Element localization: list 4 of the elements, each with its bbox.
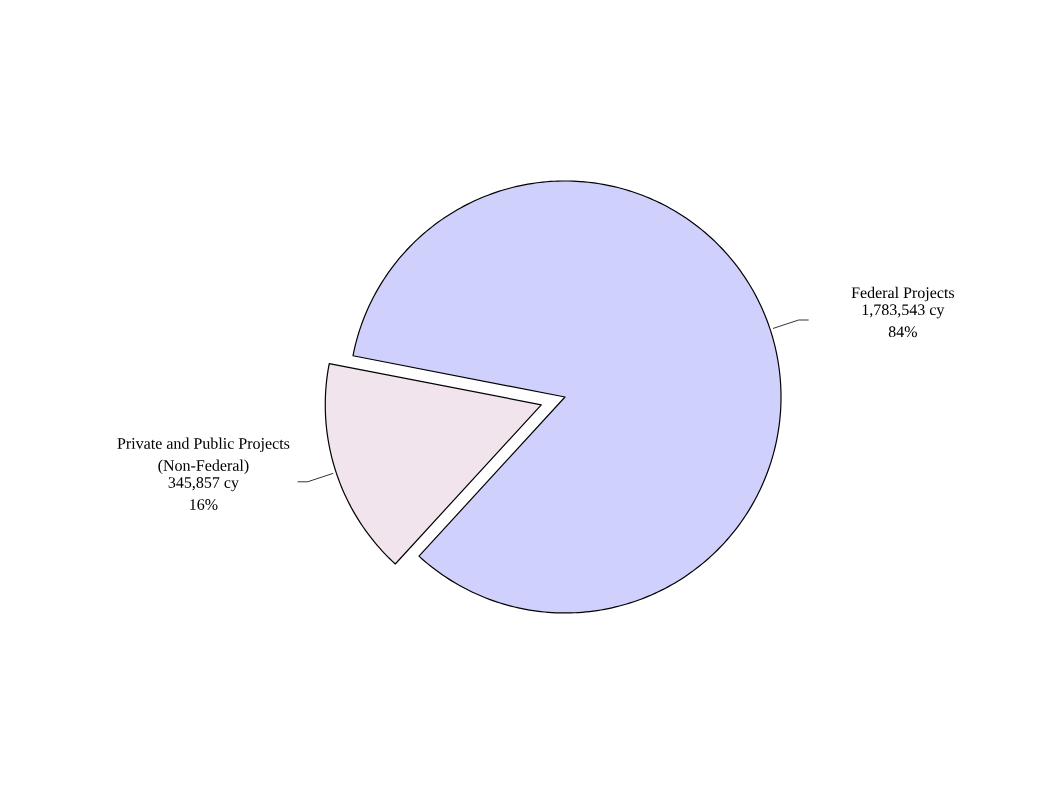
slice-label: Private and Public Projects (Non-Federal) <box>117 437 290 475</box>
data-label: 345,857 cy 16% <box>168 477 239 510</box>
slice-label: Federal Projects <box>851 286 955 302</box>
data-label: 1,783,543 cy 84% <box>862 304 945 338</box>
